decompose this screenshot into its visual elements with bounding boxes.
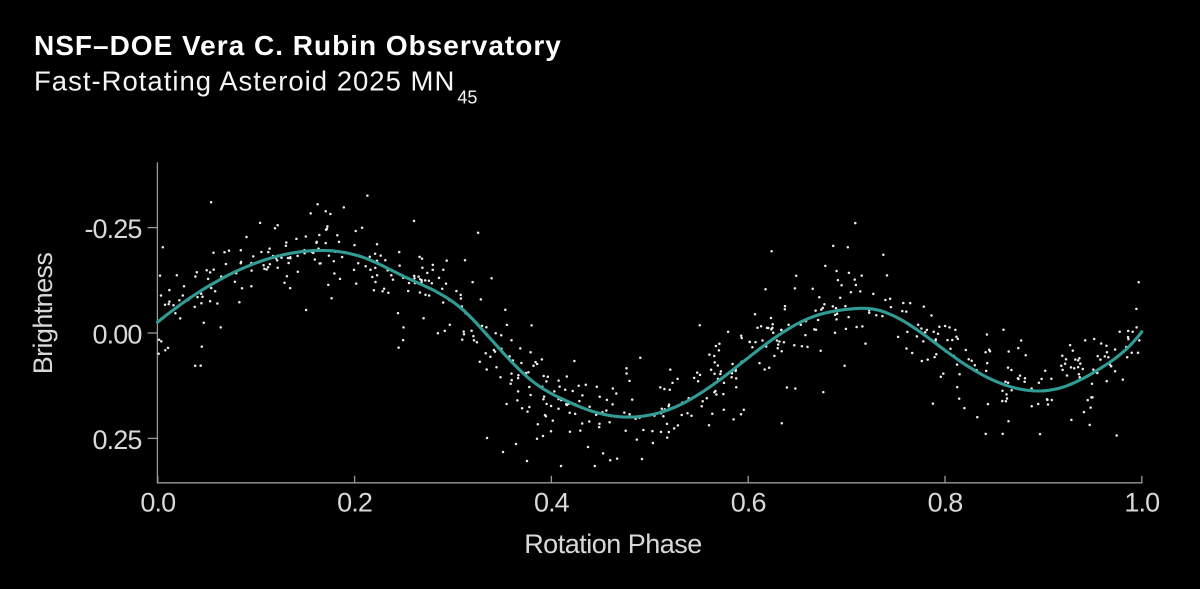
svg-text:NSF–DOE Vera C. Rubin Observat: NSF–DOE Vera C. Rubin Observatory [34,30,562,61]
svg-text:0.00: 0.00 [93,320,142,350]
svg-text:Brightness: Brightness [28,253,58,375]
svg-text:Fast-Rotating Asteroid 2025 MN: Fast-Rotating Asteroid 2025 MN45 [34,66,477,108]
svg-text:-0.25: -0.25 [84,214,141,244]
svg-text:0.6: 0.6 [731,487,766,517]
svg-text:0.8: 0.8 [928,487,963,517]
svg-text:1.0: 1.0 [1124,487,1159,517]
svg-text:0.25: 0.25 [93,425,142,455]
svg-text:0.0: 0.0 [140,487,175,517]
svg-text:0.2: 0.2 [337,487,372,517]
svg-text:Rotation Phase: Rotation Phase [524,529,702,559]
svg-text:0.4: 0.4 [534,487,570,517]
